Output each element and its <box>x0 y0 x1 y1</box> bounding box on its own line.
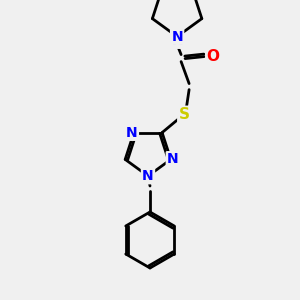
Text: N: N <box>171 30 183 44</box>
Text: N: N <box>171 34 183 48</box>
Text: O: O <box>207 49 220 64</box>
Text: S: S <box>178 107 190 122</box>
Text: N: N <box>126 126 138 140</box>
Text: N: N <box>142 169 154 183</box>
Text: N: N <box>167 152 178 167</box>
